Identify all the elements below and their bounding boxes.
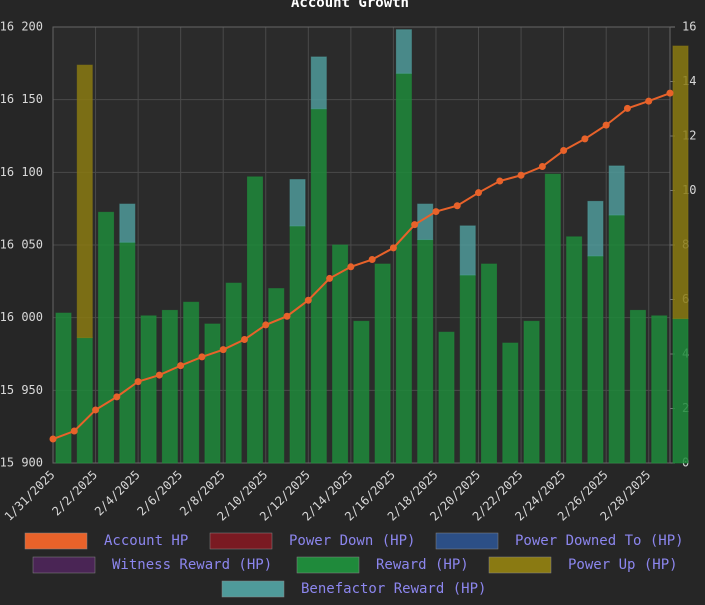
bar: [587, 200, 604, 257]
legend-label: Benefactor Reward (HP): [301, 581, 486, 597]
y-tick-label: 15 900: [0, 456, 43, 470]
legend-label: Power Down (HP): [289, 533, 415, 549]
bar: [76, 64, 93, 339]
bar: [310, 108, 327, 464]
point: [240, 335, 248, 343]
bar: [353, 320, 370, 464]
point: [538, 163, 546, 171]
point: [347, 263, 355, 271]
point: [283, 312, 291, 320]
point: [581, 135, 589, 143]
bar: [183, 301, 200, 464]
bar: [119, 203, 136, 243]
bar: [310, 56, 327, 110]
bar: [651, 315, 668, 464]
bar: [246, 176, 263, 464]
bar: [204, 323, 221, 464]
bar: [395, 72, 412, 464]
bar: [459, 274, 476, 464]
point: [475, 189, 483, 197]
bar: [481, 263, 498, 464]
bar: [566, 236, 583, 464]
bar: [608, 165, 625, 216]
legend-label: Power Up (HP): [568, 557, 678, 573]
point: [219, 346, 227, 354]
bar: [672, 318, 689, 464]
bar: [438, 331, 455, 464]
x-tick-label: 1/31/2025: [2, 468, 58, 524]
point: [134, 378, 142, 386]
y-tick-label: 16 100: [0, 165, 43, 179]
point: [496, 177, 504, 185]
point: [517, 171, 525, 179]
bar: [289, 225, 306, 464]
point: [198, 353, 206, 361]
point: [113, 393, 121, 401]
point: [602, 121, 610, 129]
point: [304, 296, 312, 304]
bar: [98, 211, 115, 464]
bar: [459, 225, 476, 276]
y-tick-label: 16 200: [0, 20, 43, 34]
line: [52, 92, 671, 440]
x-tick-label: 2/6/2025: [134, 468, 185, 519]
point: [453, 202, 461, 210]
point: [70, 427, 78, 435]
y2-tick-label: 16: [682, 20, 696, 34]
legend-swatch: [435, 532, 499, 550]
bar: [161, 309, 178, 464]
y-tick-label: 16 150: [0, 92, 43, 106]
bar: [544, 173, 561, 464]
legend-label: Reward (HP): [376, 557, 469, 573]
bar: [417, 239, 434, 464]
point: [155, 371, 163, 379]
x-tick-label: 2/2/2025: [49, 468, 100, 519]
point: [560, 147, 568, 155]
point: [92, 406, 100, 414]
point: [432, 208, 440, 216]
bar: [395, 29, 412, 74]
point: [49, 435, 57, 443]
chart-title: Account Growth: [291, 0, 409, 11]
bar: [587, 255, 604, 464]
bar: [374, 263, 391, 464]
bar: [523, 320, 540, 464]
point: [262, 321, 270, 329]
y-tick-label: 16 000: [0, 310, 43, 324]
legend-swatch: [32, 556, 96, 574]
legend-label: Account HP: [104, 533, 188, 549]
bar: [140, 315, 157, 464]
legend-swatch: [296, 556, 360, 574]
bar: [502, 342, 519, 464]
legend-label: Witness Reward (HP): [112, 557, 272, 573]
bar: [289, 179, 306, 227]
point: [326, 274, 334, 282]
bar: [672, 45, 689, 320]
point: [368, 256, 376, 264]
legend-swatch: [24, 532, 88, 550]
bar: [76, 337, 93, 464]
point: [389, 244, 397, 252]
bar: [332, 244, 349, 464]
legend-swatch: [209, 532, 273, 550]
point: [411, 221, 419, 229]
point: [177, 362, 185, 370]
y-tick-label: 15 950: [0, 383, 43, 397]
bar: [119, 241, 136, 464]
legend-swatch: [221, 580, 285, 598]
point: [666, 89, 674, 97]
x-tick-label: 2/4/2025: [92, 468, 143, 519]
bar: [608, 214, 625, 464]
bar: [55, 312, 72, 464]
y-tick-label: 16 050: [0, 238, 43, 252]
bar: [225, 282, 242, 464]
point: [623, 104, 631, 112]
bar: [629, 309, 646, 464]
point: [645, 97, 653, 105]
legend-label: Power Downed To (HP): [515, 533, 684, 549]
bar: [268, 288, 285, 464]
legend-swatch: [488, 556, 552, 574]
